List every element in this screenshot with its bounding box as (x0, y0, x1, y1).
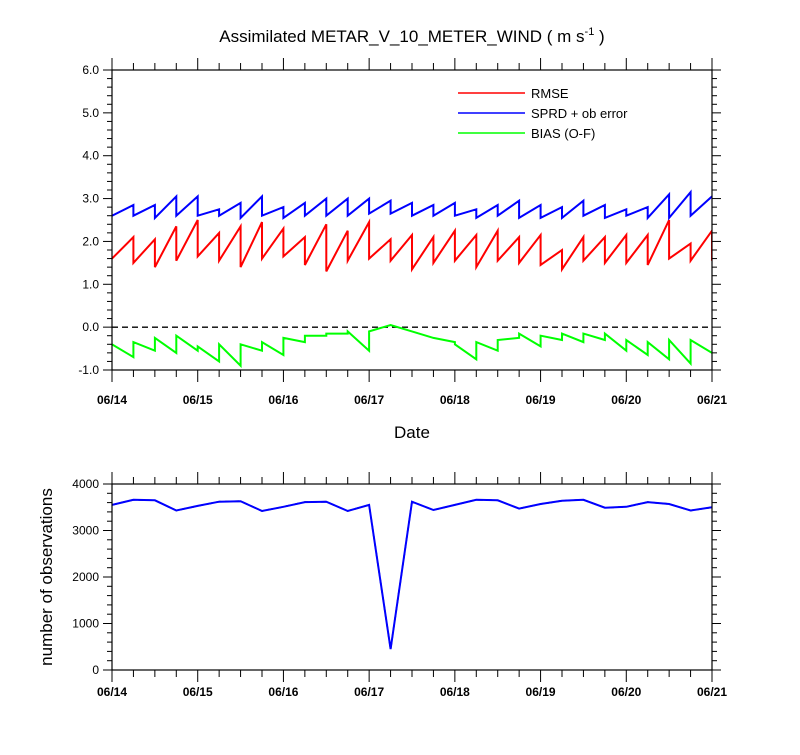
x-tick-label: 06/16 (268, 685, 298, 699)
x-tick-label: 06/18 (440, 393, 470, 407)
legend-label-sprd: SPRD + ob error (531, 106, 628, 121)
legend: RMSE SPRD + ob error BIAS (O-F) (458, 86, 628, 141)
x-tick-label: 06/14 (97, 685, 127, 699)
x-axis-title: Date (394, 423, 430, 442)
y-tick-label: 0.0 (82, 320, 99, 334)
y-tick-label: 5.0 (82, 106, 99, 120)
series-line-top-2 (112, 323, 712, 369)
x-tick-label: 06/18 (440, 685, 470, 699)
x-tick-label: 06/14 (97, 393, 127, 407)
top-panel: -1.0 0.0 1.0 2.0 3.0 4.0 5.0 6.0 06/14 06/15 06/16… (78, 58, 727, 407)
bottom-panel: 0 1000 2000 3000 4000 06/14 06/15 06/16 06/17 06/… (72, 472, 727, 699)
y-tick-label: 0 (92, 663, 99, 677)
x-tick-label: 06/16 (268, 393, 298, 407)
series-line-bot-1 (112, 498, 712, 650)
y-tick-label: 4.0 (82, 149, 99, 163)
series-line-top-0 (112, 218, 712, 273)
legend-label-rmse: RMSE (531, 86, 569, 101)
y-tick-label: 3000 (72, 524, 99, 538)
y-axis-title: number of observations (37, 488, 56, 666)
series-line-top-1 (112, 189, 712, 221)
y-tick-label: 1.0 (82, 277, 99, 291)
x-tick-label: 06/17 (354, 685, 384, 699)
x-tick-label: 06/21 (697, 685, 727, 699)
y-tick-label: 3.0 (82, 192, 99, 206)
x-tick-label: 06/17 (354, 393, 384, 407)
y-tick-label: 1000 (72, 617, 99, 631)
series-group (112, 498, 712, 650)
y-tick-label: 2000 (72, 570, 99, 584)
y-tick-label: 2.0 (82, 234, 99, 248)
x-tick-label: 06/19 (526, 393, 556, 407)
x-tick-label: 06/21 (697, 393, 727, 407)
series-group (112, 189, 712, 369)
y-tick-label: 6.0 (82, 63, 99, 77)
y-tick-label: -1.0 (78, 363, 99, 377)
x-tick-label: 06/20 (611, 685, 641, 699)
plot-frame (111, 483, 713, 671)
x-tick-label: 06/15 (183, 685, 213, 699)
chart-title: Assimilated METAR_V_10_METER_WIND ( m s-… (219, 26, 604, 46)
series-line-bot-0 (112, 498, 712, 650)
x-tick-label: 06/20 (611, 393, 641, 407)
x-tick-label: 06/15 (183, 393, 213, 407)
legend-label-bias: BIAS (O-F) (531, 126, 595, 141)
y-tick-label: 4000 (72, 477, 99, 491)
x-tick-label: 06/19 (526, 685, 556, 699)
